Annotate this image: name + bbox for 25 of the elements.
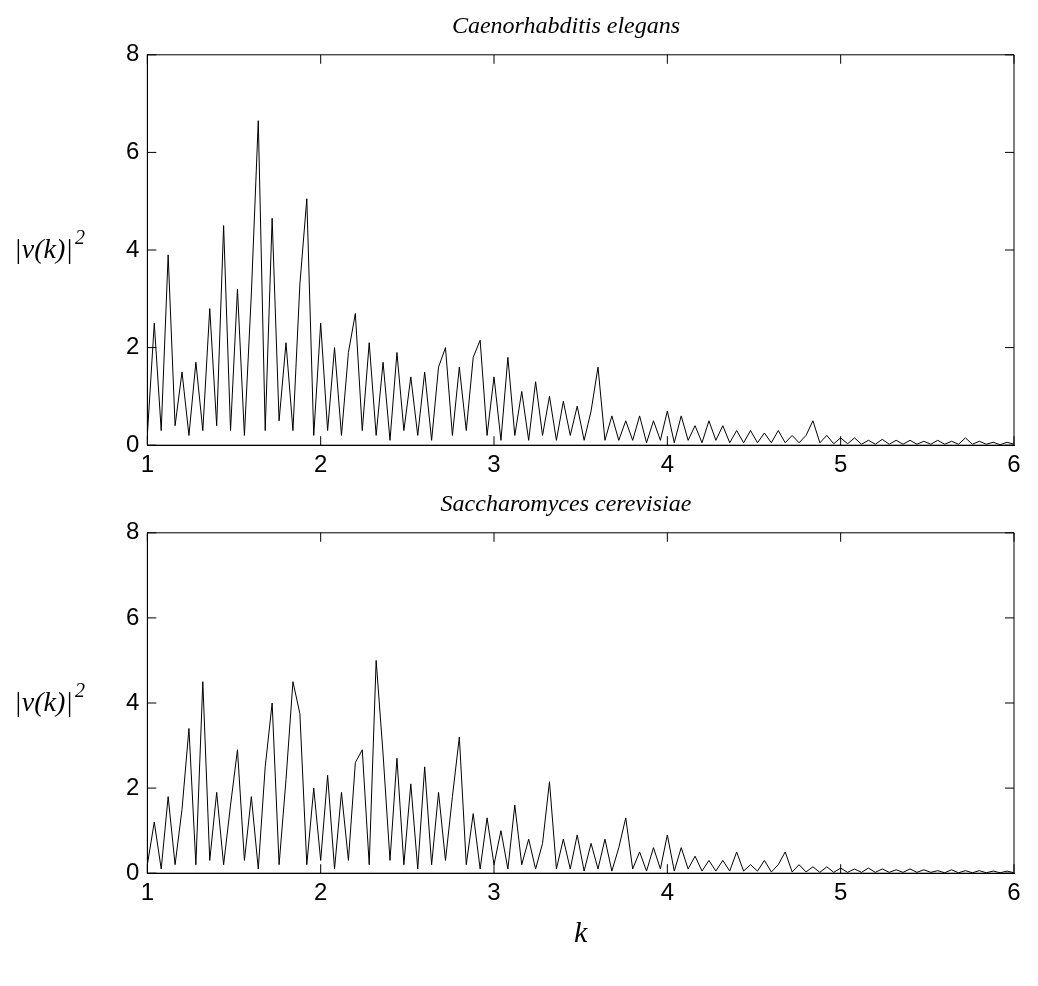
x-axis-title: k <box>574 914 589 948</box>
x-tick-label: 2 <box>314 878 328 906</box>
x-tick-label: 3 <box>487 878 501 906</box>
x-tick-label: 6 <box>1007 450 1021 478</box>
y-tick-label: 2 <box>125 772 140 800</box>
x-tick-label: 3 <box>487 450 501 478</box>
y-tick-label: 6 <box>125 137 140 165</box>
x-tick-label: 4 <box>660 450 675 478</box>
y-tick-label: 2 <box>125 332 140 360</box>
x-tick-label: 4 <box>660 878 675 906</box>
x-tick-label: 5 <box>833 450 848 478</box>
y-tick-label: 6 <box>125 602 140 630</box>
x-tick-label: 1 <box>140 878 155 906</box>
x-tick-label: 2 <box>314 450 328 478</box>
x-tick-label: 6 <box>1007 878 1021 906</box>
y-tick-label: 0 <box>125 857 140 885</box>
x-tick-label: 5 <box>833 878 848 906</box>
chart-title: Saccharomyces cerevisiae <box>440 489 692 516</box>
y-tick-label: 8 <box>125 39 140 67</box>
y-tick-label: 4 <box>125 687 140 715</box>
y-tick-label: 8 <box>125 517 140 545</box>
y-tick-label: 0 <box>125 429 140 457</box>
chart-title: Caenorhabditis elegans <box>451 11 681 38</box>
y-tick-label: 4 <box>125 234 140 262</box>
x-tick-label: 1 <box>140 450 155 478</box>
